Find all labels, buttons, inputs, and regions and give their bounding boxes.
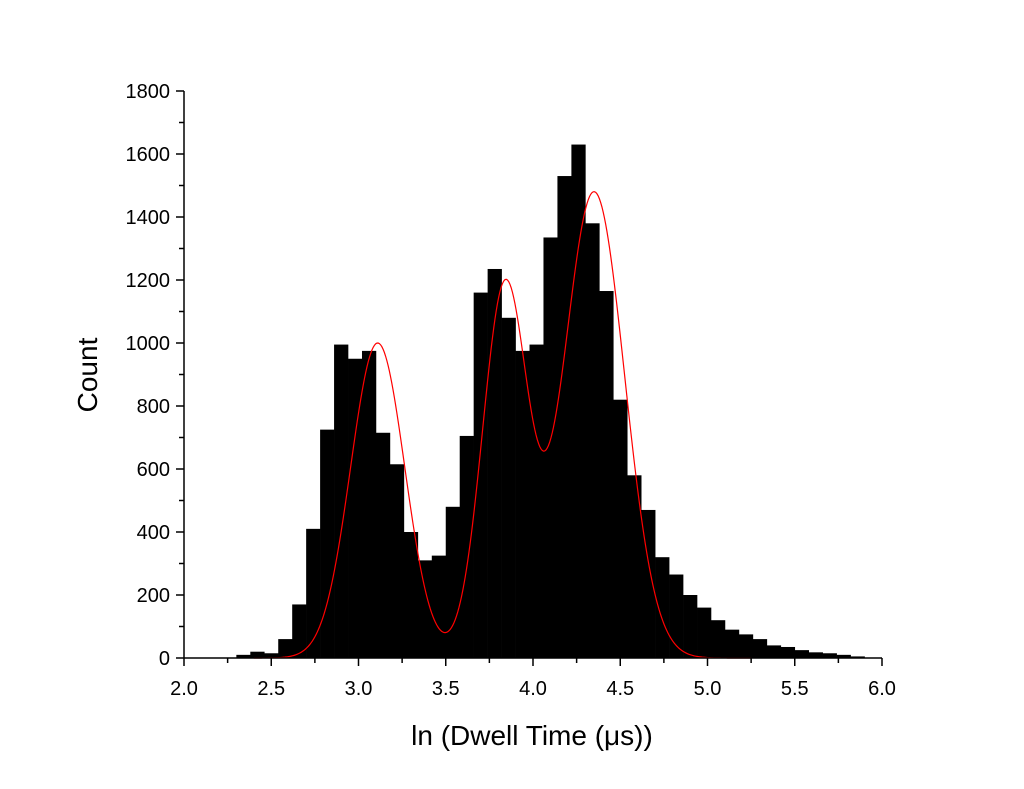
x-tick-label: 5.5 — [781, 678, 809, 700]
y-tick-label: 600 — [137, 459, 170, 481]
histogram-bar — [738, 634, 754, 659]
histogram-bar — [557, 176, 572, 659]
x-tick-label: 3.0 — [345, 678, 373, 700]
histogram-bar — [473, 292, 488, 658]
histogram-bar — [585, 223, 600, 659]
histogram-bar — [292, 604, 307, 658]
histogram-bar — [250, 651, 265, 658]
histogram-bar — [445, 506, 461, 658]
y-axis-ticks: 0 200 400 600 800 1000 1200 1400 1600 1800 — [126, 81, 184, 670]
histogram-bar — [459, 435, 474, 658]
y-tick-label: 200 — [137, 585, 170, 607]
histogram-bar — [278, 639, 293, 658]
histogram-bar — [571, 144, 586, 659]
histogram-bar — [641, 509, 656, 658]
histogram-bar — [836, 654, 851, 658]
histogram-bar — [487, 268, 502, 658]
histogram-bar — [529, 344, 544, 658]
y-tick-label: 0 — [159, 648, 170, 670]
histogram-bar — [683, 595, 698, 658]
y-tick-label: 1400 — [126, 207, 171, 229]
histogram-bar — [320, 429, 335, 659]
histogram-bar — [515, 350, 530, 659]
histogram-bar — [417, 560, 433, 658]
x-tick-label: 4.0 — [519, 678, 547, 700]
histogram-bar — [627, 475, 642, 658]
x-tick-label: 5.0 — [694, 678, 722, 700]
x-axis-ticks: 2.0 2.5 3.0 3.5 4.0 4.5 5.0 5.5 6.0 — [170, 658, 896, 700]
histogram-bar — [375, 432, 391, 658]
histogram-bar — [780, 646, 796, 658]
histogram-bar — [613, 399, 628, 658]
histogram-bar — [752, 639, 768, 658]
x-tick-label: 3.5 — [432, 678, 460, 700]
histogram-bar — [389, 464, 405, 658]
histogram-bars — [236, 144, 865, 659]
histogram-bar — [710, 620, 726, 658]
histogram-bar — [348, 358, 363, 658]
x-tick-label: 6.0 — [868, 678, 896, 700]
histogram-bar — [403, 532, 419, 658]
histogram-bar — [264, 653, 279, 658]
histogram-bar — [334, 344, 349, 658]
y-tick-label: 1800 — [126, 81, 171, 103]
histogram-bar — [808, 652, 823, 658]
histogram-bar — [766, 645, 782, 658]
x-tick-label: 2.5 — [257, 678, 285, 700]
y-tick-label: 800 — [137, 396, 170, 418]
histogram-bar — [794, 650, 810, 659]
histogram-bar — [501, 317, 516, 658]
y-axis-label: Count — [72, 337, 103, 412]
histogram-bar — [724, 629, 740, 658]
histogram-bar — [236, 654, 251, 658]
y-tick-label: 1000 — [126, 333, 171, 355]
histogram-bar — [431, 555, 447, 659]
x-tick-label: 4.5 — [606, 678, 634, 700]
x-tick-label: 2.0 — [170, 678, 198, 700]
histogram-bar — [655, 557, 670, 658]
histogram-bar — [361, 350, 377, 659]
histogram-bar — [306, 528, 321, 658]
fit-curve — [253, 191, 752, 659]
histogram-bar — [850, 656, 865, 658]
histogram-bar — [697, 607, 712, 658]
histogram-bar — [822, 653, 837, 658]
y-tick-label: 1600 — [126, 144, 171, 166]
histogram-bar — [543, 237, 558, 658]
histogram-bar — [669, 574, 684, 658]
histogram-bar — [599, 291, 614, 658]
x-axis-label: ln (Dwell Time (μs)) — [411, 720, 653, 751]
y-tick-label: 1200 — [126, 270, 171, 292]
y-tick-label: 400 — [137, 522, 170, 544]
